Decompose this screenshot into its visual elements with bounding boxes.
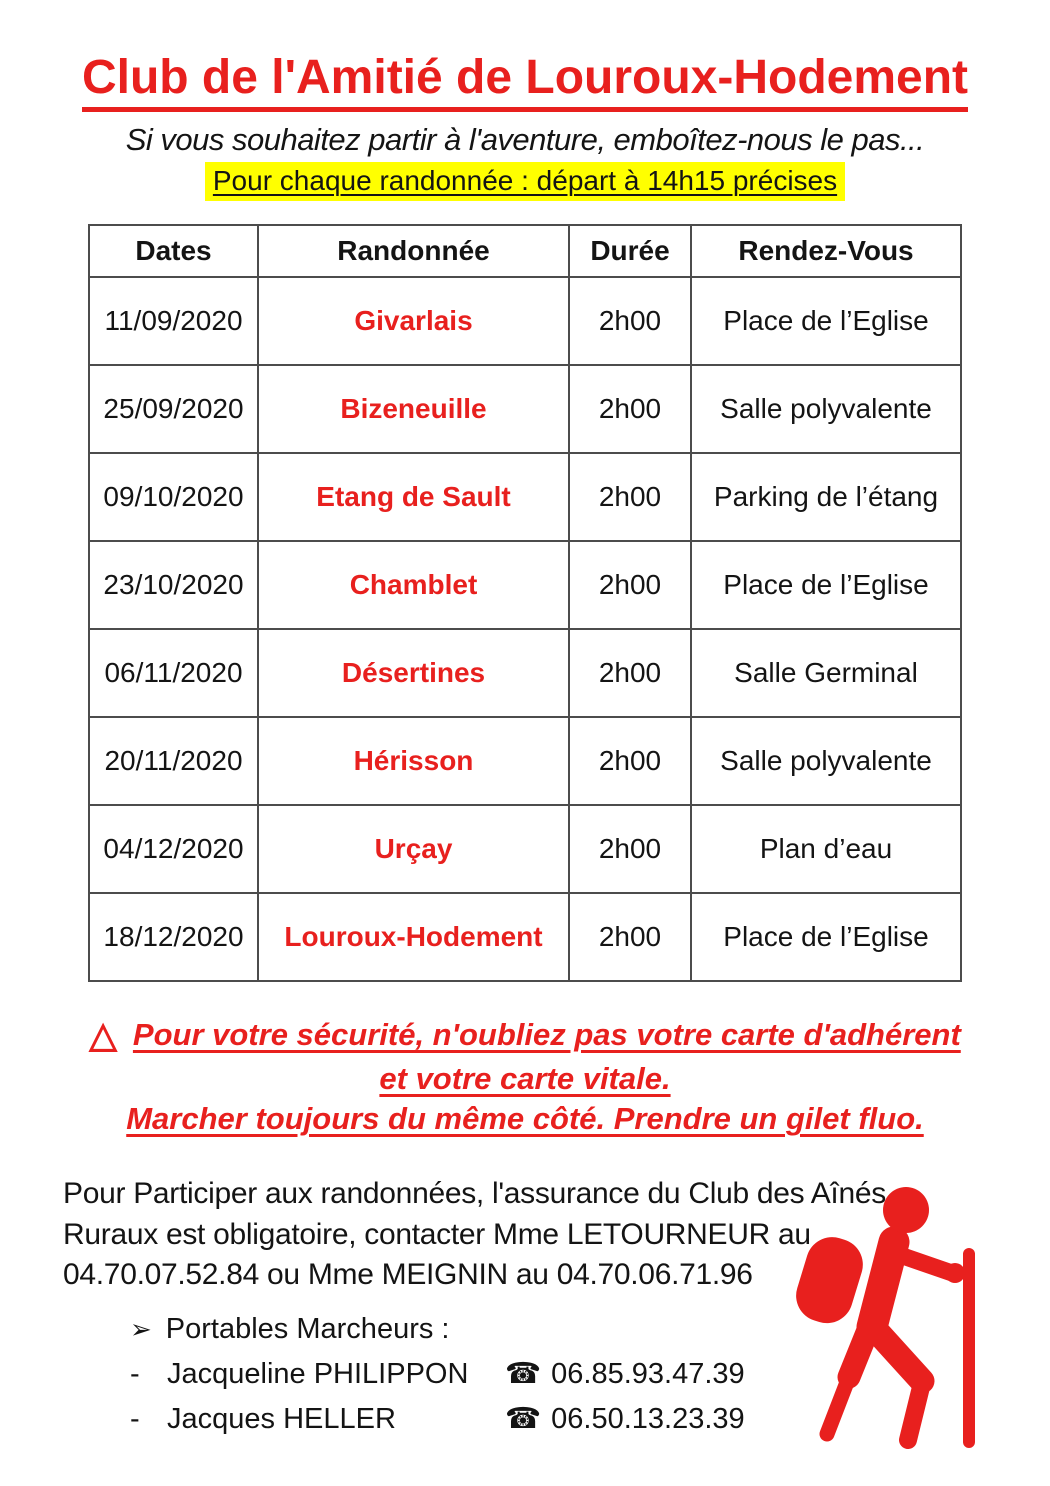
cell-duree: 2h00 [568,452,692,542]
insurance-line: Pour Participer aux randonnées, l'assura… [63,1177,886,1211]
cell-rendezvous: Salle polyvalente [690,716,962,806]
safety-warning: △ Pour votre sécurité, n'oubliez pas votr… [0,1012,1050,1139]
cell-rendezvous: Salle Germinal [690,628,962,718]
safety-warning-line: Marcher toujours du même côté. Prendre u… [126,1101,924,1137]
dash-bullet: - [130,1357,140,1390]
contacts-heading: Portables Marcheurs : [165,1312,450,1345]
table-row: 25/09/2020 Bizeneuille 2h00 Salle polyva… [88,364,962,454]
cell-duree: 2h00 [568,804,692,894]
cell-date: 18/12/2020 [88,892,259,982]
column-header-rendezvous: Rendez-Vous [690,224,962,278]
cell-rendezvous: Parking de l’étang [690,452,962,542]
cell-rendezvous: Place de l’Eglise [690,892,962,982]
cell-rendezvous: Plan d’eau [690,804,962,894]
contacts-section: ➢ Portables Marcheurs : - Jacqueline PHIL… [130,1309,1050,1439]
contact-phone-group: ☎ 06.50.13.23.39 [505,1399,745,1439]
departure-note: Pour chaque randonnée : départ à 14h15 p… [204,162,846,201]
cell-duree: 2h00 [568,892,692,982]
cell-randonnee: Etang de Sault [257,452,570,542]
hiker-icon [796,1187,975,1449]
cell-randonnee: Bizeneuille [257,364,570,454]
cell-date: 23/10/2020 [88,540,259,630]
table-header-row: Dates Randonnée Durée Rendez-Vous [88,224,962,278]
insurance-line: Ruraux est obligatoire, contacter Mme LE… [63,1217,811,1251]
departure-note-row: Pour chaque randonnée : départ à 14h15 p… [0,162,1050,201]
cell-date: 11/09/2020 [88,276,259,366]
contact-phone-group: ☎ 06.85.93.47.39 [505,1354,745,1394]
cell-date: 04/12/2020 [88,804,259,894]
table-row: 04/12/2020 Urçay 2h00 Plan d’eau [88,804,962,894]
table-row: 18/12/2020 Louroux-Hodement 2h00 Place d… [88,892,962,982]
cell-rendezvous: Place de l’Eglise [690,540,962,630]
cell-rendezvous: Salle polyvalente [690,364,962,454]
hike-schedule-table: Dates Randonnée Durée Rendez-Vous 11/09/… [88,224,962,982]
contact-phone: 06.85.93.47.39 [551,1357,745,1390]
contact-name: Jacqueline PHILIPPON [167,1357,469,1390]
warning-triangle-icon: △ [89,1014,117,1055]
contacts-heading-row: ➢ Portables Marcheurs : [130,1309,1050,1349]
table-row: 20/11/2020 Hérisson 2h00 Salle polyvalen… [88,716,962,806]
cell-randonnee: Désertines [257,628,570,718]
cell-randonnee: Louroux-Hodement [257,892,570,982]
arrow-bullet-icon: ➢ [130,1313,152,1344]
column-header-randonnee: Randonnée [257,224,570,278]
cell-date: 25/09/2020 [88,364,259,454]
page-title-text: Club de l'Amitié de Louroux-Hodement [81,51,969,112]
safety-warning-line: △ Pour votre sécurité, n'oubliez pas votr… [0,1012,1050,1059]
cell-randonnee: Chamblet [257,540,570,630]
contact-row: - Jacqueline PHILIPPON ☎ 06.85.93.47.39 [130,1354,1050,1394]
cell-rendezvous: Place de l’Eglise [690,276,962,366]
cell-randonnee: Hérisson [257,716,570,806]
table-row: 11/09/2020 Givarlais 2h00 Place de l’Egl… [88,276,962,366]
safety-warning-line: et votre carte vitale. [379,1060,671,1096]
phone-icon: ☎ [505,1402,542,1435]
cell-duree: 2h00 [568,540,692,630]
contact-phone: 06.50.13.23.39 [551,1402,745,1435]
table-row: 09/10/2020 Etang de Sault 2h00 Parking d… [88,452,962,542]
dash-bullet: - [130,1402,140,1435]
cell-date: 20/11/2020 [88,716,259,806]
table-row: 23/10/2020 Chamblet 2h00 Place de l’Egli… [88,540,962,630]
cell-duree: 2h00 [568,628,692,718]
cell-duree: 2h00 [568,276,692,366]
subtitle: Si vous souhaitez partir à l'aventure, e… [125,122,925,157]
column-header-duree: Durée [568,224,692,278]
cell-randonnee: Urçay [257,804,570,894]
table-row: 06/11/2020 Désertines 2h00 Salle Germina… [88,628,962,718]
cell-date: 09/10/2020 [88,452,259,542]
cell-randonnee: Givarlais [257,276,570,366]
contact-row: - Jacques HELLER ☎ 06.50.13.23.39 [130,1399,1050,1439]
column-header-dates: Dates [88,224,259,278]
cell-date: 06/11/2020 [88,628,259,718]
safety-warning-text: Pour votre sécurité, n'oubliez pas votre… [132,1017,961,1052]
cell-duree: 2h00 [568,364,692,454]
insurance-paragraph: Pour Participer aux randonnées, l'assura… [63,1174,903,1295]
contact-name: Jacques HELLER [167,1402,396,1435]
page-title: Club de l'Amitié de Louroux-Hodement [0,0,1050,112]
insurance-line: 04.70.07.52.84 ou Mme MEIGNIN au 04.70.0… [63,1257,753,1291]
phone-icon: ☎ [505,1357,542,1390]
cell-duree: 2h00 [568,716,692,806]
